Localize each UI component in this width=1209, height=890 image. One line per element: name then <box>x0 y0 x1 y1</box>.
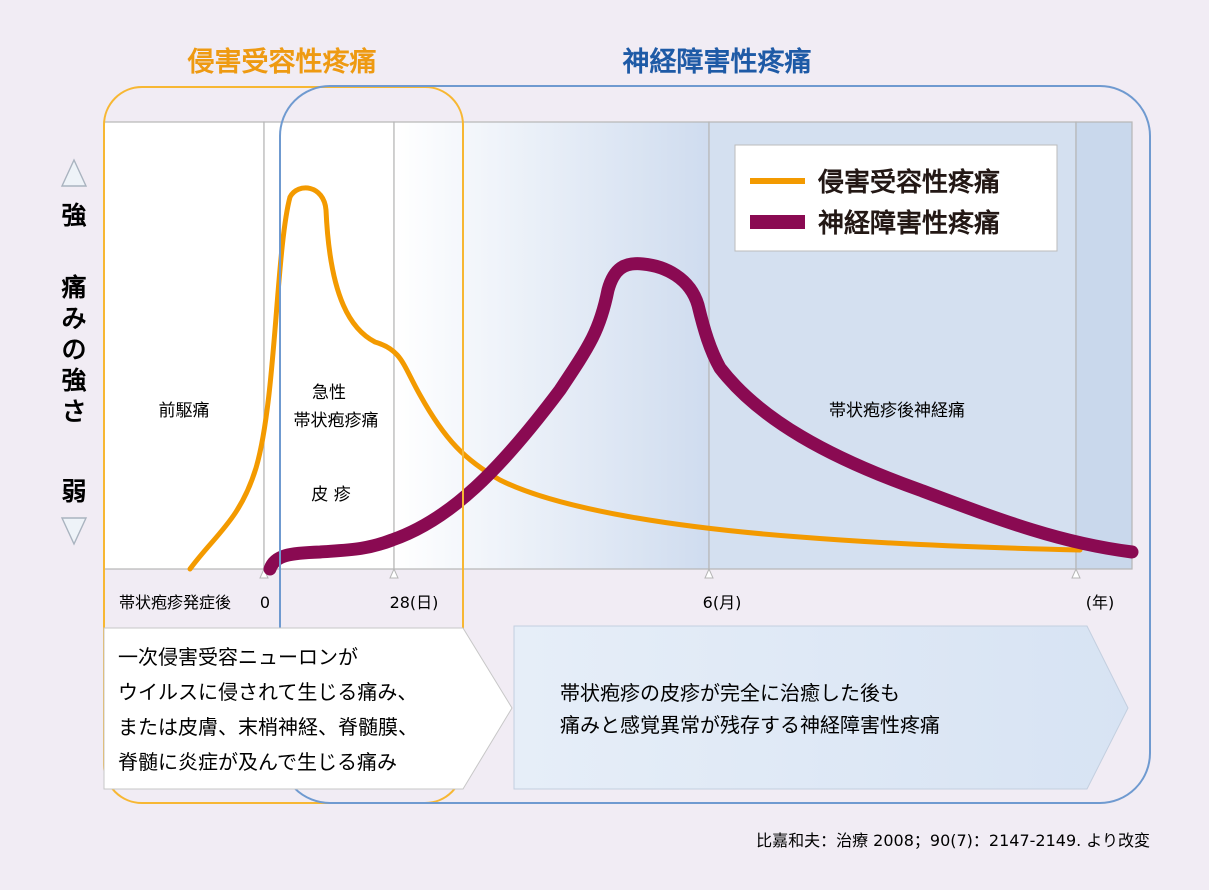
nociceptive-frame <box>103 86 464 804</box>
description-left-line4: 脊髄に炎症が及んで生じる痛み <box>118 750 397 774</box>
tick-notch-6m <box>704 567 714 579</box>
legend-box <box>734 144 1058 252</box>
y-axis-strong-label: 強 <box>61 201 86 230</box>
x-tick-label-28d: 28(日) <box>390 593 439 612</box>
y-axis-title-char-3: の <box>61 335 86 364</box>
panel-subacute <box>393 121 710 570</box>
legend: 侵害受容性疼痛 神経障害性疼痛 <box>734 144 1058 252</box>
legend-label-neuropathic: 神経障害性疼痛 <box>818 208 1000 239</box>
x-tick-label-year: (年) <box>1086 593 1115 612</box>
description-left-line2: ウイルスに侵されて生じる痛み、 <box>118 680 417 704</box>
tick-notch-28d <box>389 567 399 579</box>
phase-acute-label-line1: 急性 <box>312 383 346 403</box>
y-axis-title-char-5: さ <box>61 397 86 426</box>
description-right-line1: 帯状疱疹の皮疹が完全に治癒した後も <box>560 681 900 705</box>
x-tick-label-0: 0 <box>260 593 270 612</box>
title-nociceptive: 侵害受容性疼痛 <box>187 46 377 78</box>
title-neuropathic: 神経障害性疼痛 <box>623 46 812 78</box>
phase-phn-label: 帯状疱疹後神経痛 <box>829 401 965 421</box>
x-tick-label-6m: 6(月) <box>703 593 742 612</box>
series-nociceptive-line <box>187 185 1083 572</box>
panel-prodrome <box>103 121 265 570</box>
y-axis-title-char-4: 強 <box>61 366 86 395</box>
description-right-line2: 痛みと感覚異常が残存する神経障害性疼痛 <box>560 713 940 737</box>
y-axis: 強 痛 み の 強 さ 弱 <box>60 158 88 546</box>
description-left-line3: または皮膚、末梢神経、脊髄膜、 <box>118 715 418 739</box>
x-axis: 帯状疱疹発症後 0 28(日) 6(月) (年) <box>119 593 1114 612</box>
description-left-line1: 一次侵害受容ニューロンが <box>118 645 358 669</box>
neuropathic-frame <box>279 85 1151 804</box>
y-axis-title-char-1: 痛 <box>61 273 86 302</box>
phase-prodrome-label: 前駆痛 <box>159 401 210 421</box>
y-axis-up-arrow <box>60 158 88 187</box>
description-left-box <box>103 627 513 790</box>
y-axis-title-char-2: み <box>61 304 86 333</box>
phase-rash-label: 皮 疹 <box>311 485 350 505</box>
y-axis-down-arrow <box>60 517 88 546</box>
panel-acute <box>263 121 395 570</box>
tick-notch-year <box>1071 567 1081 579</box>
x-axis-start-label: 帯状疱疹発症後 <box>119 593 231 612</box>
panel-chronic <box>1075 121 1133 570</box>
description-right-box <box>513 625 1129 790</box>
y-axis-weak-label: 弱 <box>61 477 86 506</box>
citation: 比嘉和夫：治療 2008；90(7)：2147-2149. より改変 <box>756 831 1150 850</box>
phase-acute-label-line2: 帯状疱疹痛 <box>294 411 379 431</box>
legend-label-nociceptive: 侵害受容性疼痛 <box>817 167 1000 198</box>
series-neuropathic-line <box>263 257 1139 576</box>
